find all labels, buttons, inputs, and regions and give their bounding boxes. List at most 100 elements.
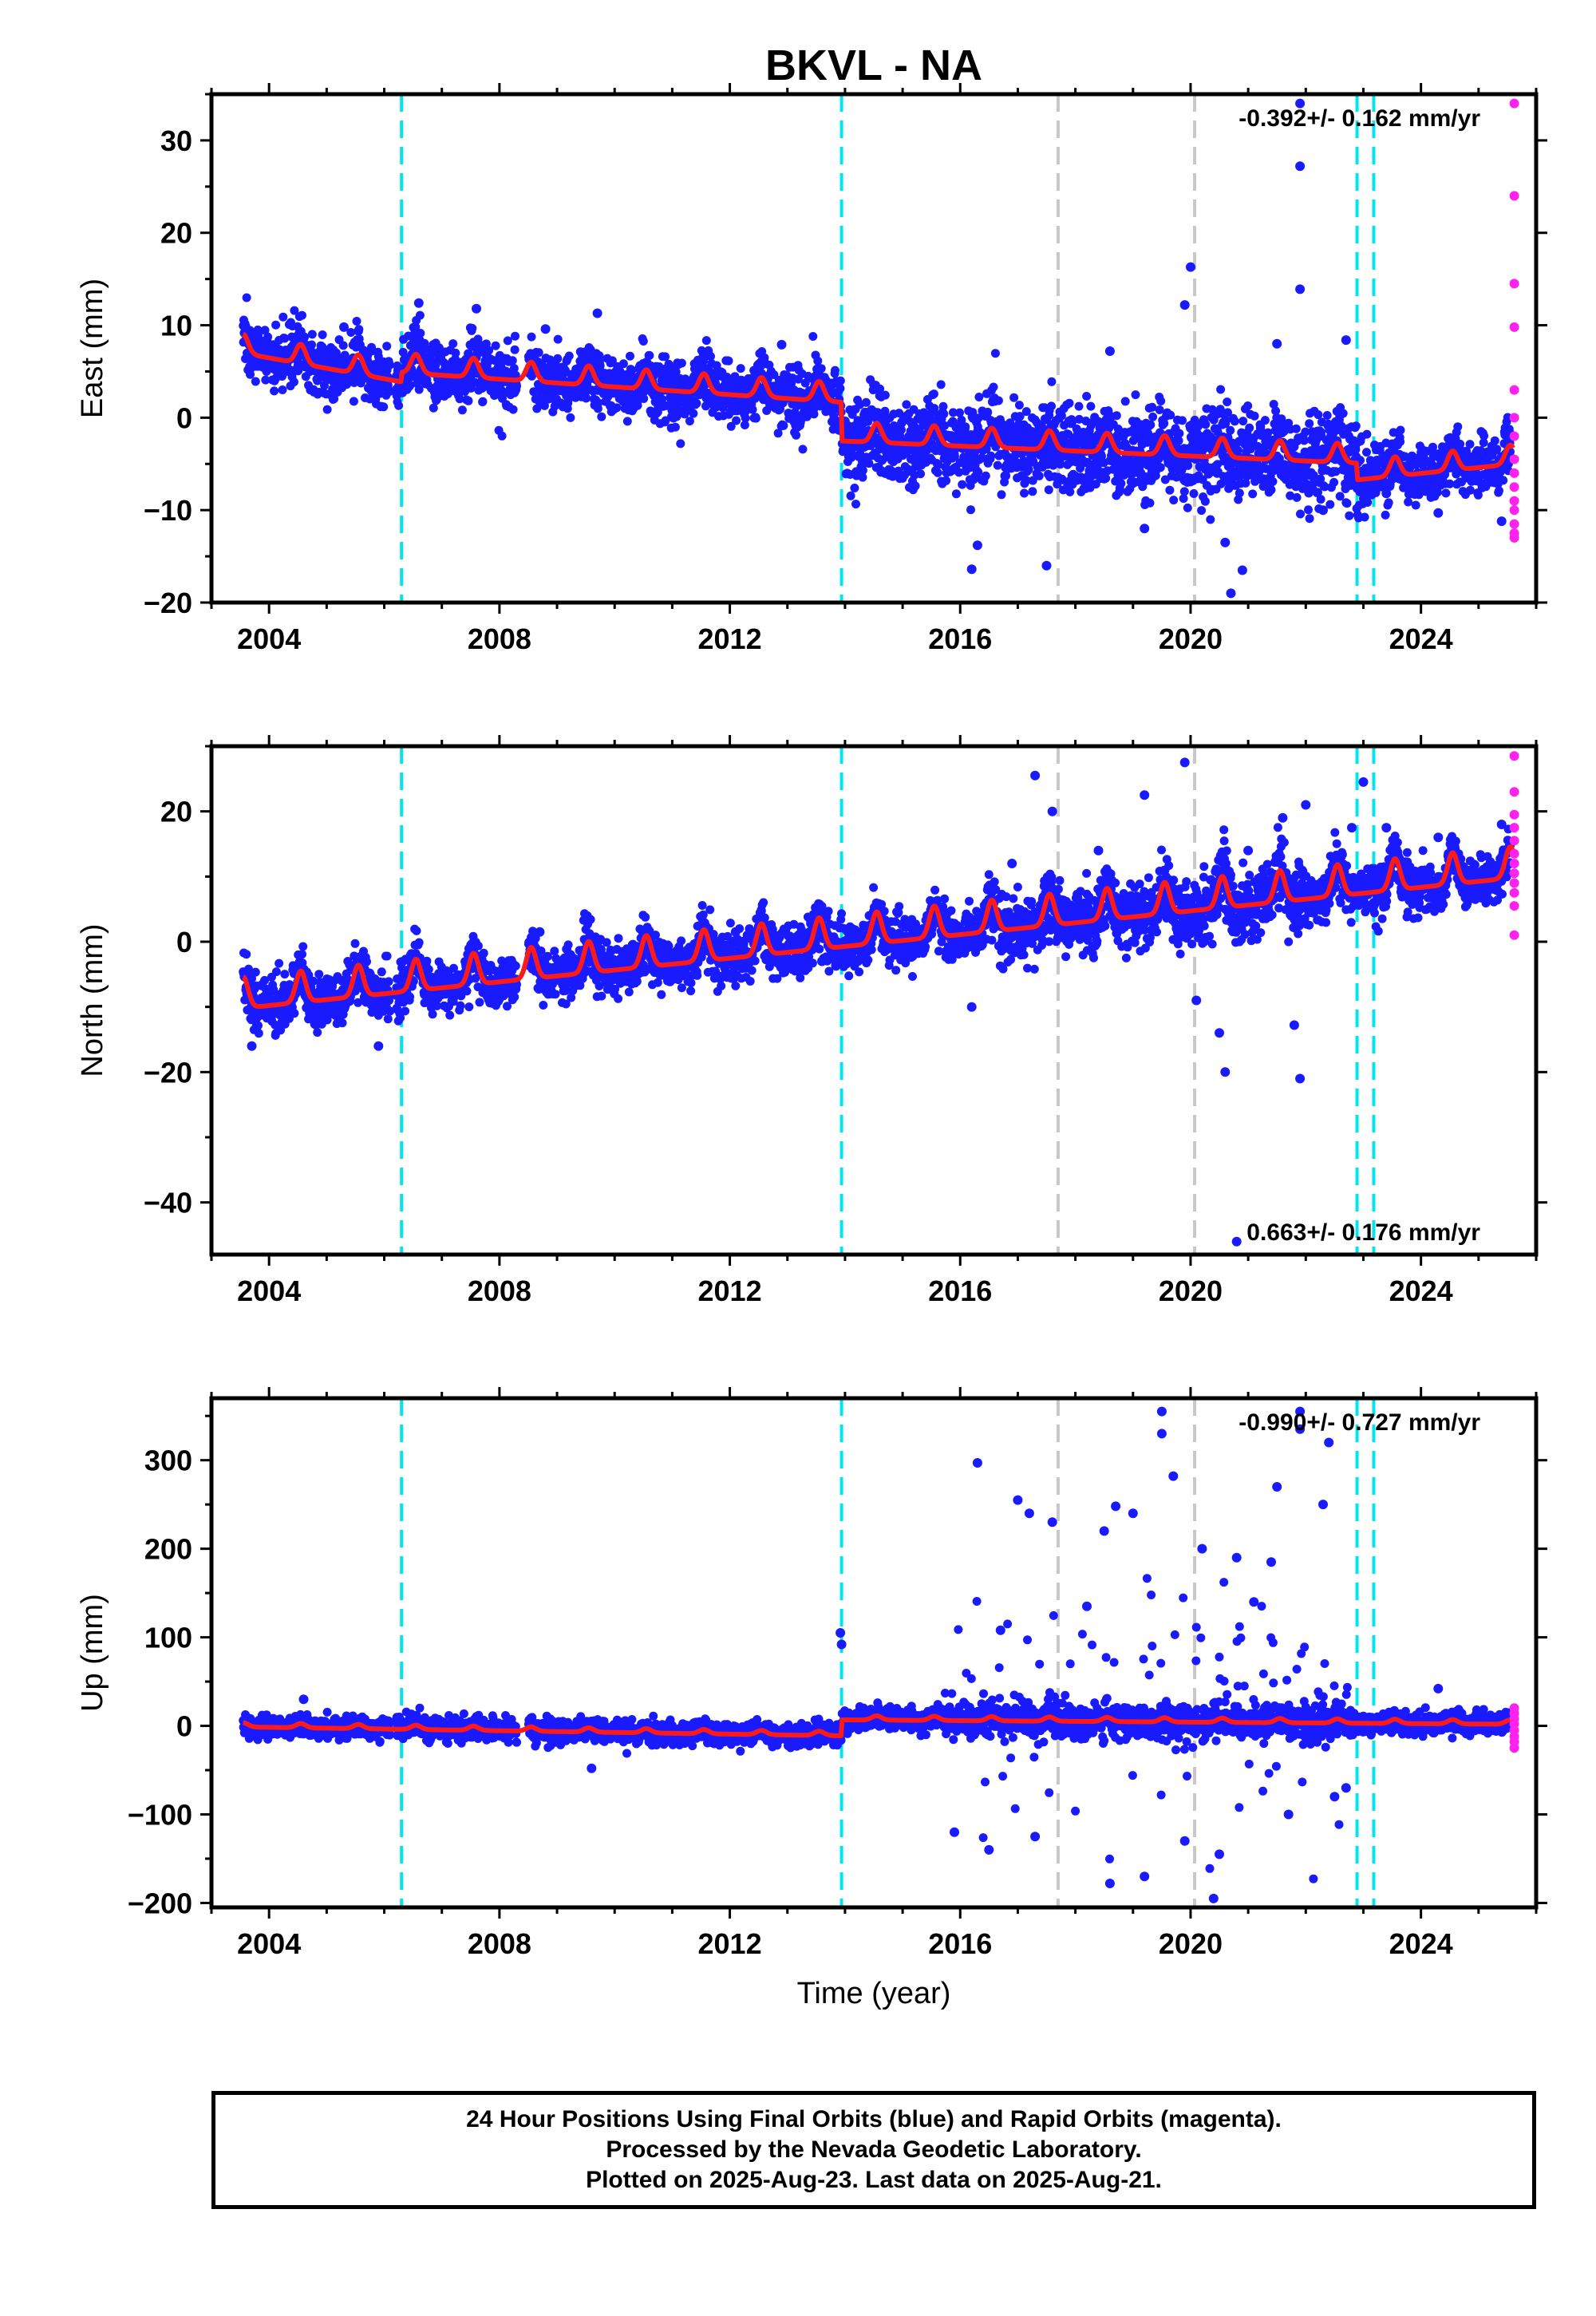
final-orbit-point [275, 958, 284, 968]
final-orbit-outlier [1496, 516, 1507, 527]
final-orbit-outlier [413, 298, 424, 308]
final-orbit-point [428, 1010, 437, 1019]
final-orbit-outlier [776, 339, 787, 350]
final-orbit-point [658, 394, 667, 404]
final-orbit-point [338, 341, 348, 350]
final-orbit-point [1292, 492, 1302, 502]
final-orbit-point [792, 430, 801, 440]
panel-east: 2004 2008 2012 2016 2020 2024−20−100102030Eas… [76, 83, 1547, 655]
final-orbit-point [1156, 397, 1166, 405]
final-orbit-point [251, 967, 260, 977]
final-orbit-point [627, 366, 637, 375]
final-orbit-point [414, 385, 424, 394]
final-orbit-point [1047, 401, 1056, 411]
final-orbit-outlier [1186, 262, 1195, 272]
final-orbit-point [300, 332, 310, 342]
final-orbit-point [511, 961, 520, 970]
final-orbit-point [676, 439, 685, 449]
final-orbit-point [1335, 492, 1345, 501]
final-orbit-point [858, 466, 867, 475]
final-orbit-point [462, 986, 472, 996]
final-orbit-point [974, 393, 984, 401]
final-orbit-point [741, 413, 750, 423]
final-orbit-point [1197, 506, 1207, 516]
final-orbit-point [813, 356, 823, 366]
final-orbit-outlier [339, 322, 349, 332]
final-orbit-point [911, 481, 920, 491]
y-tick-label: −10 [144, 494, 192, 527]
final-orbit-point [270, 386, 279, 396]
final-orbit-point [314, 970, 324, 979]
final-orbit-point [475, 998, 484, 1007]
final-orbit-point [307, 330, 317, 339]
final-orbit-point [958, 480, 967, 489]
final-orbit-point [539, 1001, 548, 1010]
final-orbit-point [1206, 515, 1215, 524]
final-orbit-point [1238, 417, 1248, 426]
final-orbit-point [349, 397, 358, 406]
final-orbit-point [564, 351, 574, 361]
final-orbit-point [1396, 437, 1405, 446]
rapid-orbit-point [1509, 385, 1519, 395]
plot-area-north [239, 746, 1519, 1255]
final-orbit-outlier [472, 303, 481, 314]
figure-title: BKVL - NA [765, 41, 982, 89]
final-orbit-point [553, 354, 563, 363]
rapid-orbit-point [1509, 431, 1519, 441]
final-orbit-point [1145, 498, 1155, 508]
final-orbit-outlier [540, 324, 551, 334]
final-orbit-point [416, 329, 425, 338]
final-orbit-outlier [1433, 508, 1444, 518]
final-orbit-point [638, 337, 648, 346]
final-orbit-point [597, 412, 606, 421]
final-orbit-point [1044, 485, 1053, 495]
final-orbit-point [478, 397, 488, 406]
rapid-orbit-point [1509, 496, 1519, 506]
final-orbit-point [1165, 485, 1175, 495]
final-orbit-point [484, 346, 494, 355]
final-orbit-point [808, 332, 818, 341]
final-orbit-point [933, 468, 942, 477]
y-tick-label: 20 [160, 217, 192, 250]
final-orbit-point [645, 350, 654, 360]
final-orbit-outlier [1220, 537, 1231, 547]
final-orbit-point [512, 381, 521, 391]
final-orbit-point [748, 405, 757, 414]
final-orbit-point [1120, 397, 1130, 406]
final-orbit-point [595, 351, 604, 361]
final-orbit-point [1082, 392, 1092, 401]
final-orbit-point [385, 361, 394, 370]
final-orbit-point [551, 990, 560, 999]
final-orbit-point [607, 356, 617, 366]
final-orbit-point [1291, 424, 1301, 433]
final-orbit-point [986, 451, 996, 460]
final-orbit-point [346, 328, 356, 337]
final-orbit-point [1169, 496, 1179, 505]
final-orbit-point [1304, 505, 1313, 515]
final-orbit-point [491, 341, 500, 350]
y-tick-label: 10 [160, 310, 192, 342]
final-orbit-point [1226, 425, 1235, 435]
final-orbit-point [401, 1006, 410, 1016]
final-orbit-point [677, 358, 686, 368]
final-orbit-point [990, 349, 1000, 358]
final-orbit-point [412, 926, 421, 935]
final-orbit-point [251, 377, 260, 386]
final-orbit-point [685, 417, 694, 426]
final-orbit-point [1020, 488, 1029, 498]
final-orbit-point [497, 431, 507, 441]
final-orbit-point [994, 396, 1003, 405]
x-tick-label: 2024 [1389, 622, 1453, 655]
final-orbit-point [394, 401, 404, 410]
final-orbit-point [1014, 401, 1024, 410]
rapid-orbit-point [1509, 482, 1519, 492]
final-orbit-point [479, 948, 488, 958]
final-orbit-point [1034, 471, 1044, 480]
final-orbit-point [383, 1014, 393, 1024]
final-orbit-point [254, 1029, 263, 1038]
final-orbit-point [902, 400, 911, 409]
final-orbit-outlier [1341, 335, 1351, 346]
final-orbit-point [1175, 429, 1184, 438]
